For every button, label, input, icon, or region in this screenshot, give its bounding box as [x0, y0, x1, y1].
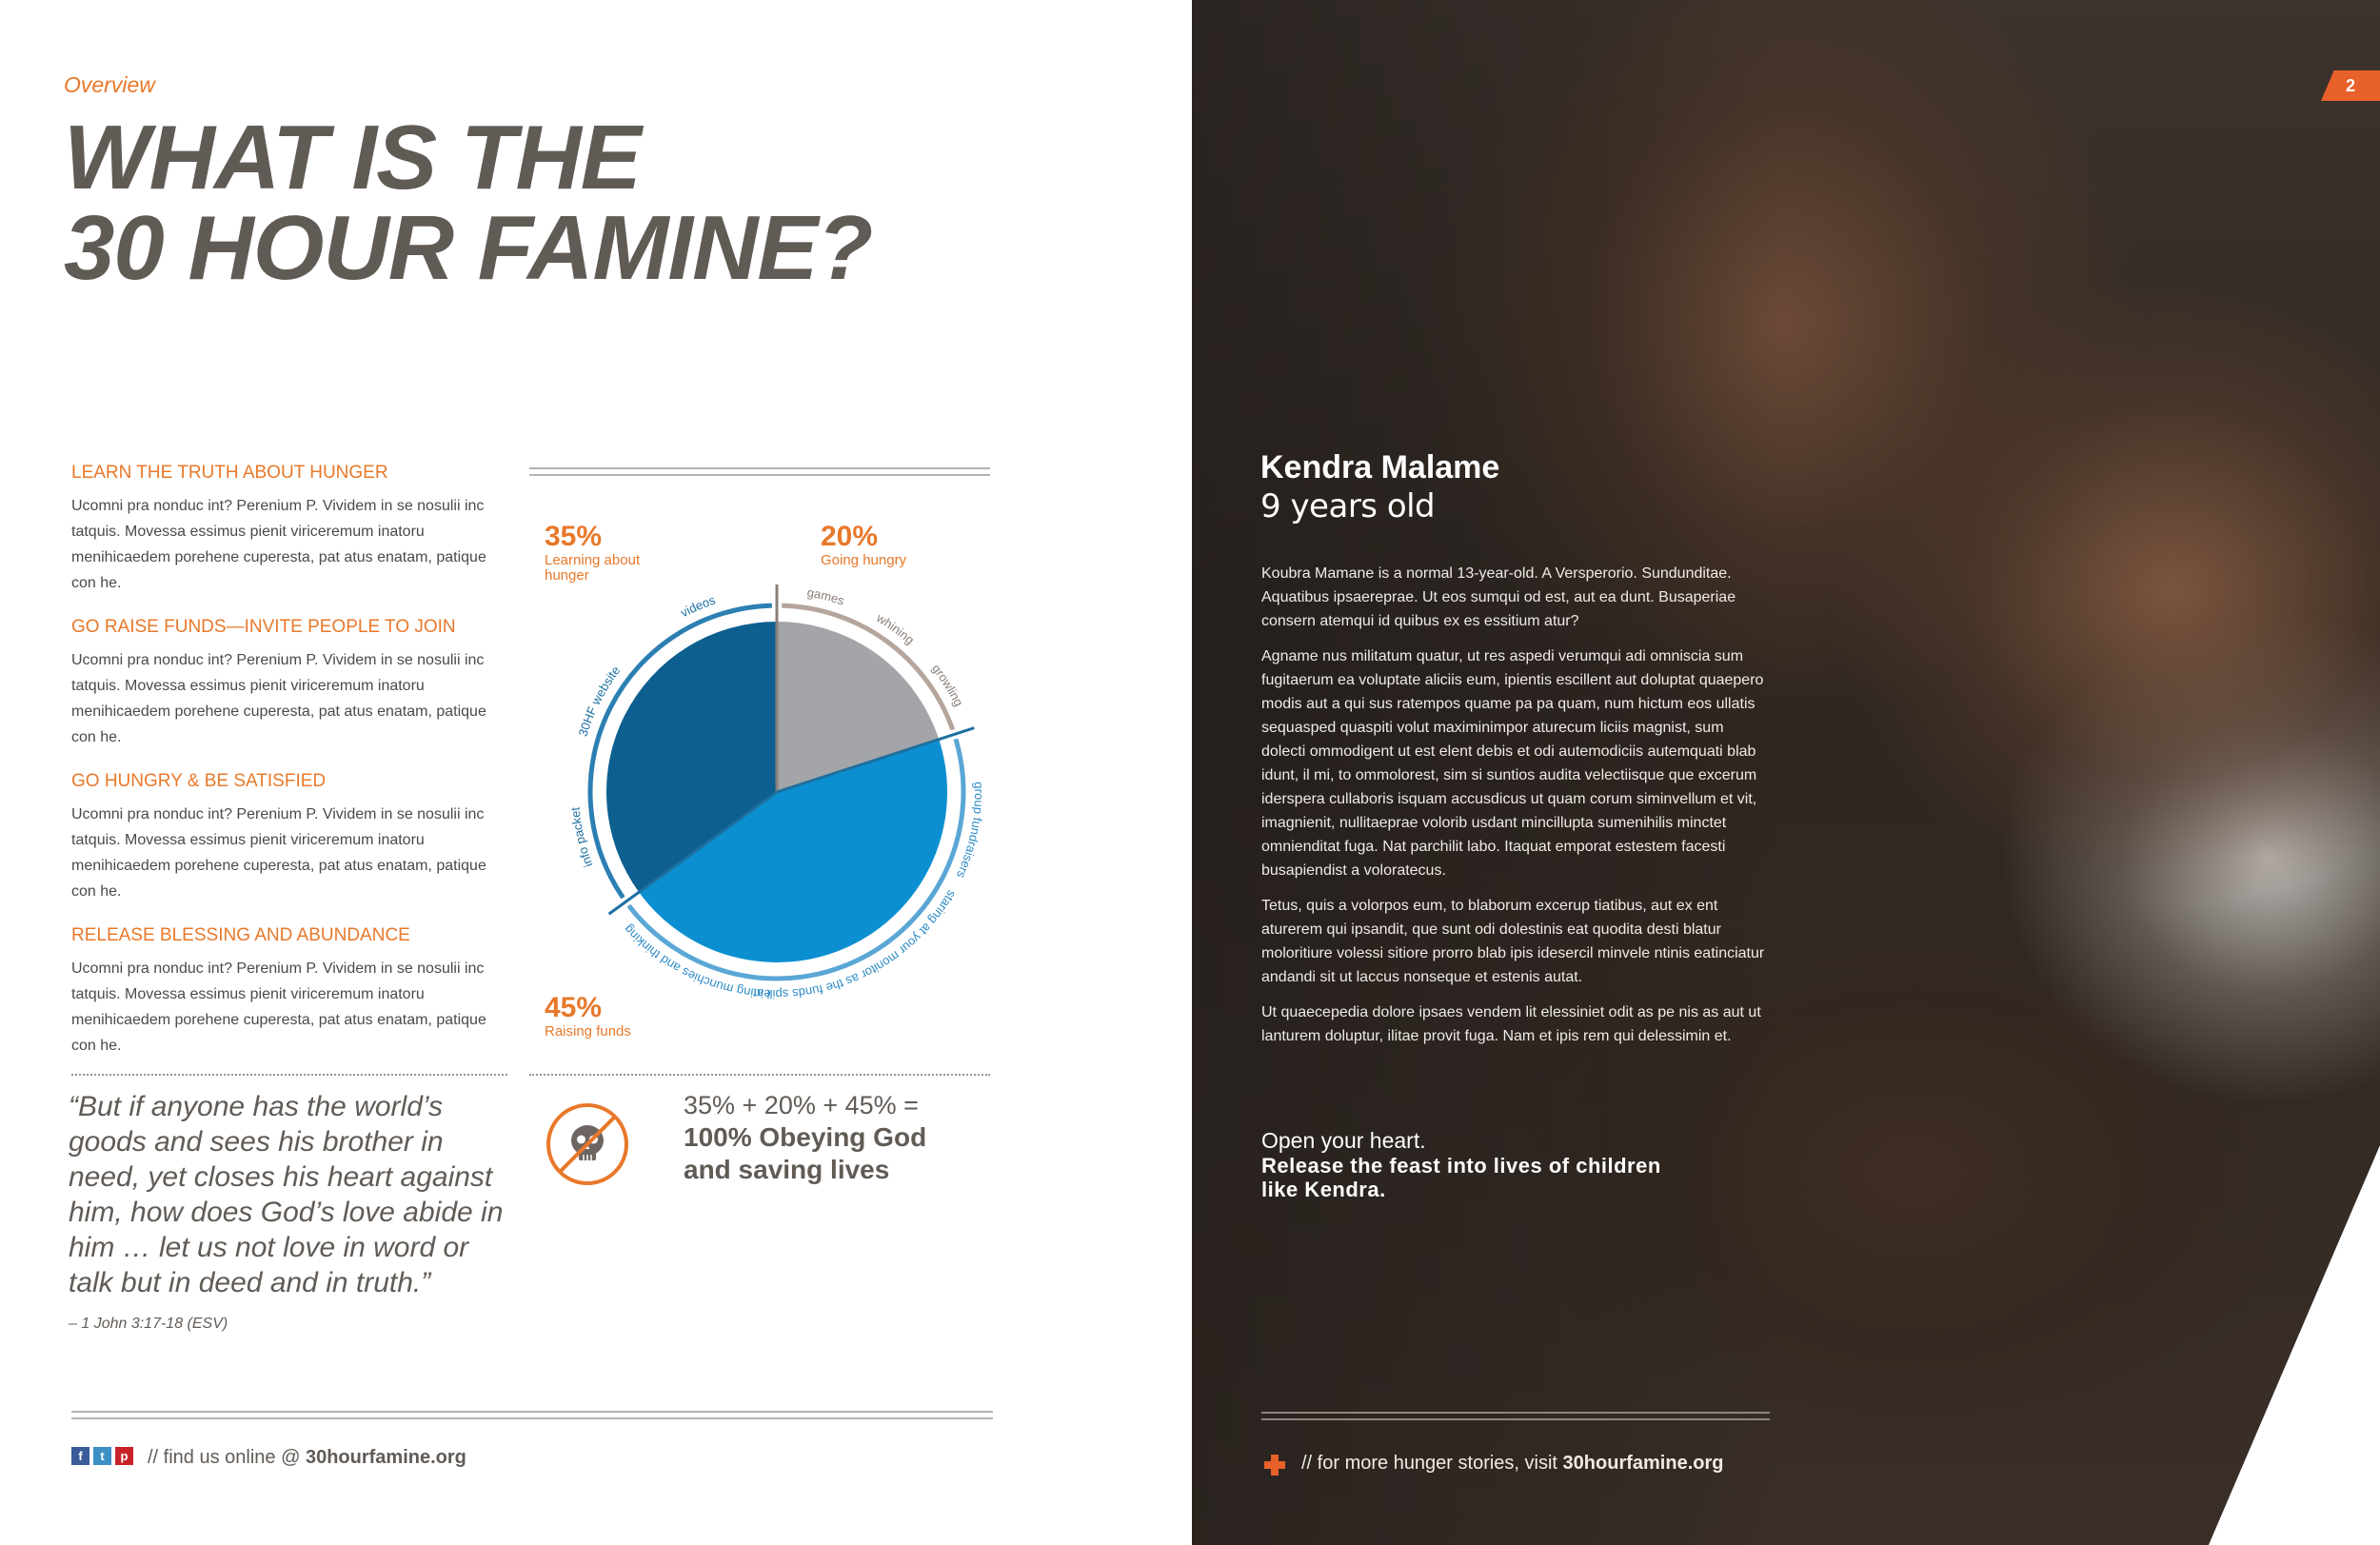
step-item: RELEASE BLESSING AND ABUNDANCE Ucomni pr…	[71, 925, 490, 1059]
divider-dotted-left	[71, 1074, 507, 1076]
pct-going-hungry: 20%	[821, 521, 879, 552]
ring-label-going-hungry: whining	[873, 610, 917, 647]
step-heading: GO HUNGRY & BE SATISFIED	[71, 771, 327, 791]
footer-stories-prefix: // for more hunger stories, visit	[1301, 1453, 1557, 1474]
story-text: Koubra Mamane is a normal 13-year-old. A…	[1261, 562, 1766, 1060]
profile-name: Kendra Malame	[1260, 449, 1500, 485]
cat-raising-funds: Raising funds	[545, 1023, 631, 1040]
formula-line-2: 100% Obeying God	[684, 1122, 927, 1152]
step-item: LEARN THE TRUTH ABOUT HUNGER Ucomni pra …	[71, 463, 490, 596]
footer-stories: // for more hunger stories, visit 30hour…	[1301, 1453, 1723, 1475]
page-title-line-1: WHAT IS THE	[64, 107, 642, 208]
pct-learning: 35%	[545, 521, 603, 552]
step-body: Ucomni pra nonduc int? Perenium P. Vivid…	[71, 652, 486, 745]
story-paragraph: Koubra Mamane is a normal 13-year-old. A…	[1261, 565, 1736, 629]
page-title-line-2: 30 HOUR FAMINE?	[64, 197, 873, 299]
ring-label-going-hungry: growling	[929, 662, 966, 709]
page-title: WHAT IS THE 30 HOUR FAMINE?	[64, 107, 873, 299]
scripture-citation: – 1 John 3:17-18 (ESV)	[69, 1316, 228, 1332]
twitter-icon[interactable]: t	[93, 1447, 111, 1465]
cat-learning: Learning about hunger	[545, 552, 641, 584]
page-corner-wedge	[2209, 1145, 2380, 1545]
pie-slice-learning	[605, 619, 778, 895]
step-body: Ucomni pra nonduc int? Perenium P. Vivid…	[71, 806, 486, 900]
label-going-hungry: 20% Going hungry	[821, 521, 906, 568]
page-number: 2	[2321, 70, 2380, 101]
step-heading: RELEASE BLESSING AND ABUNDANCE	[71, 925, 410, 945]
formula-line-3: and saving lives	[684, 1155, 890, 1184]
pie-divider-learning	[607, 790, 778, 916]
cta-line-2: Release the feast into lives of children…	[1261, 1154, 1661, 1201]
footer-site-link[interactable]: 30hourfamine.org	[305, 1447, 466, 1468]
cat-going-hungry: Going hungry	[821, 552, 907, 568]
step-body: Ucomni pra nonduc int? Perenium P. Vivid…	[71, 961, 486, 1054]
pie-slice-raising-funds	[636, 738, 949, 964]
footer-rule	[71, 1411, 993, 1419]
step-body: Ucomni pra nonduc int? Perenium P. Vivid…	[71, 498, 486, 591]
label-learning: 35% Learning about hunger	[545, 521, 659, 584]
pie-ring-going-hungry	[782, 603, 956, 731]
story-paragraph: Ut quaecepedia dolore ipsaes vendem lit …	[1261, 1004, 1761, 1044]
footer-prefix: // find us online @	[148, 1447, 301, 1468]
divider-dotted-right	[529, 1074, 990, 1076]
footer-find-us: // find us online @ 30hourfamine.org	[148, 1447, 466, 1469]
step-heading: GO RAISE FUNDS—INVITE PEOPLE TO JOIN	[71, 617, 456, 637]
pinterest-icon[interactable]: p	[115, 1447, 133, 1465]
facebook-icon[interactable]: f	[71, 1447, 89, 1465]
right-page-photo: 2 Kendra Malame 9 years old Koubra Maman…	[1192, 0, 2380, 1545]
scripture-quote: “But if anyone has the world’s goods and…	[69, 1091, 504, 1298]
step-item: GO HUNGRY & BE SATISFIED Ucomni pra nond…	[71, 771, 490, 904]
left-page: Overview WHAT IS THE 30 HOUR FAMINE? LEA…	[64, 72, 993, 1469]
pie-ring-learning	[587, 603, 772, 900]
profile-age: 9 years old	[1260, 487, 1436, 525]
story-paragraph: Agname nus militatum quatur, ut res aspe…	[1261, 648, 1764, 879]
pie-ring-raising-funds	[626, 738, 966, 981]
label-raising-funds: 45% Raising funds	[545, 992, 631, 1040]
summary-formula: 35% + 20% + 45% = 100% Obeying God and s…	[684, 1089, 969, 1186]
social-links: f t p	[71, 1447, 133, 1465]
pie-slice-going-hungry	[776, 619, 942, 794]
section-label: Overview	[64, 72, 155, 97]
ring-label-going-hungry: games	[806, 584, 847, 607]
plus-icon	[1264, 1455, 1285, 1476]
step-item: GO RAISE FUNDS—INVITE PEOPLE TO JOIN Uco…	[71, 617, 490, 750]
story-paragraph: Tetus, quis a volorpos eum, to blaborum …	[1261, 898, 1765, 985]
footer-stories-link[interactable]: 30hourfamine.org	[1562, 1453, 1724, 1474]
pct-raising-funds: 45%	[545, 992, 603, 1023]
footer-rule-right	[1261, 1412, 1770, 1420]
step-heading: LEARN THE TRUTH ABOUT HUNGER	[71, 463, 388, 483]
steps-list: LEARN THE TRUTH ABOUT HUNGER Ucomni pra …	[71, 463, 490, 1080]
formula-line-1: 35% + 20% + 45% =	[684, 1091, 919, 1119]
cta-line-1: Open your heart.	[1261, 1128, 1426, 1153]
pie-divider-raising-funds	[776, 726, 975, 794]
photo-shade	[1192, 0, 1782, 1545]
chart-top-rule	[529, 467, 990, 476]
no-death-skull-icon	[546, 1103, 628, 1185]
